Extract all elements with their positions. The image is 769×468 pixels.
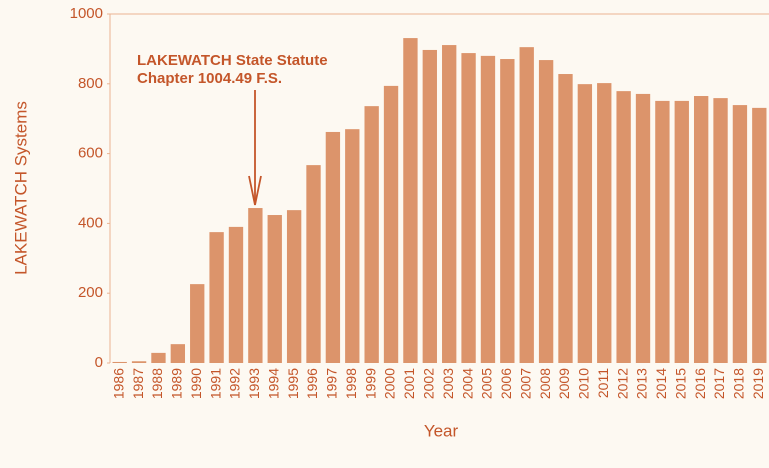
bar (112, 361, 127, 363)
x-tick-label: 2010 (576, 368, 592, 399)
annotation-arrow (248, 90, 262, 206)
annotation-line: LAKEWATCH State Statute (137, 52, 328, 69)
y-tick-label: 600 (78, 145, 103, 162)
x-tick-label: 2011 (595, 368, 611, 398)
x-tick-label: 2014 (653, 368, 669, 399)
x-tick-label: 2005 (479, 368, 495, 399)
x-tick-label: 1989 (169, 368, 185, 399)
x-tick-label: 1993 (246, 368, 262, 399)
y-tick-label: 1000 (70, 5, 103, 22)
x-tick-label: 2018 (731, 368, 747, 399)
x-tick-label: 2019 (750, 368, 766, 399)
x-tick-label: 2008 (537, 368, 553, 399)
y-tick-label: 400 (78, 214, 103, 231)
x-tick-label: 2012 (614, 368, 630, 399)
bar (635, 93, 651, 364)
x-tick-label: 1998 (343, 368, 359, 399)
x-tick-label: 2007 (517, 368, 533, 399)
x-tick-label: 1994 (265, 368, 281, 399)
x-tick-label: 1997 (324, 368, 340, 399)
bar (519, 47, 534, 363)
bar (286, 210, 302, 363)
bar (616, 91, 631, 363)
x-tick-label: 1991 (207, 368, 223, 399)
bar (500, 59, 515, 364)
annotation-line: Chapter 1004.49 F.S. (137, 70, 282, 87)
bar (442, 45, 457, 363)
x-tick-label: 2009 (556, 368, 572, 399)
x-tick-label: 2017 (711, 368, 727, 399)
x-tick-label: 2015 (672, 368, 688, 399)
bar (131, 361, 147, 363)
bar (151, 352, 166, 363)
x-tick-label: 2003 (440, 368, 456, 399)
bar (383, 85, 399, 364)
bar (597, 83, 612, 364)
bar (345, 129, 360, 363)
bar (364, 106, 379, 364)
bar (732, 105, 748, 364)
bar (461, 53, 476, 363)
x-tick-label: 2002 (421, 368, 437, 399)
x-tick-label: 1999 (362, 368, 378, 399)
bar (190, 284, 205, 363)
x-tick-label: 1996 (304, 368, 320, 399)
bar (209, 232, 224, 363)
bar (713, 98, 728, 363)
bar (655, 100, 670, 363)
y-tick-label: 800 (78, 75, 103, 92)
bar (558, 74, 573, 363)
x-tick-label: 2016 (692, 368, 708, 399)
bar (306, 165, 321, 363)
bar (577, 84, 593, 364)
x-tick-label: 1988 (149, 368, 165, 399)
y-tick-label: 200 (78, 284, 103, 301)
bar (674, 100, 689, 363)
bar (480, 55, 496, 363)
x-tick-label: 1986 (110, 368, 126, 399)
bar (403, 38, 418, 364)
x-tick-label: 1992 (227, 368, 243, 399)
y-tick-label: 0 (95, 354, 103, 371)
x-tick-label: 1990 (188, 368, 204, 399)
x-tick-label: 2000 (382, 368, 398, 399)
bar (693, 96, 709, 363)
x-tick-label: 1995 (285, 368, 301, 399)
x-tick-label: 1987 (130, 368, 146, 399)
bar (538, 60, 554, 364)
x-tick-label: 2004 (459, 368, 475, 399)
x-tick-label: 2013 (634, 368, 650, 399)
bar (325, 131, 341, 363)
bar (170, 344, 186, 363)
bar (752, 107, 767, 363)
x-tick-label: 2006 (498, 368, 514, 399)
x-axis-title: Year (424, 421, 459, 440)
bar (267, 215, 282, 363)
bar (422, 49, 437, 364)
bar (248, 208, 263, 363)
y-axis-title: LAKEWATCH Systems (11, 101, 30, 275)
bar (228, 226, 244, 363)
x-tick-label: 2001 (401, 368, 417, 399)
